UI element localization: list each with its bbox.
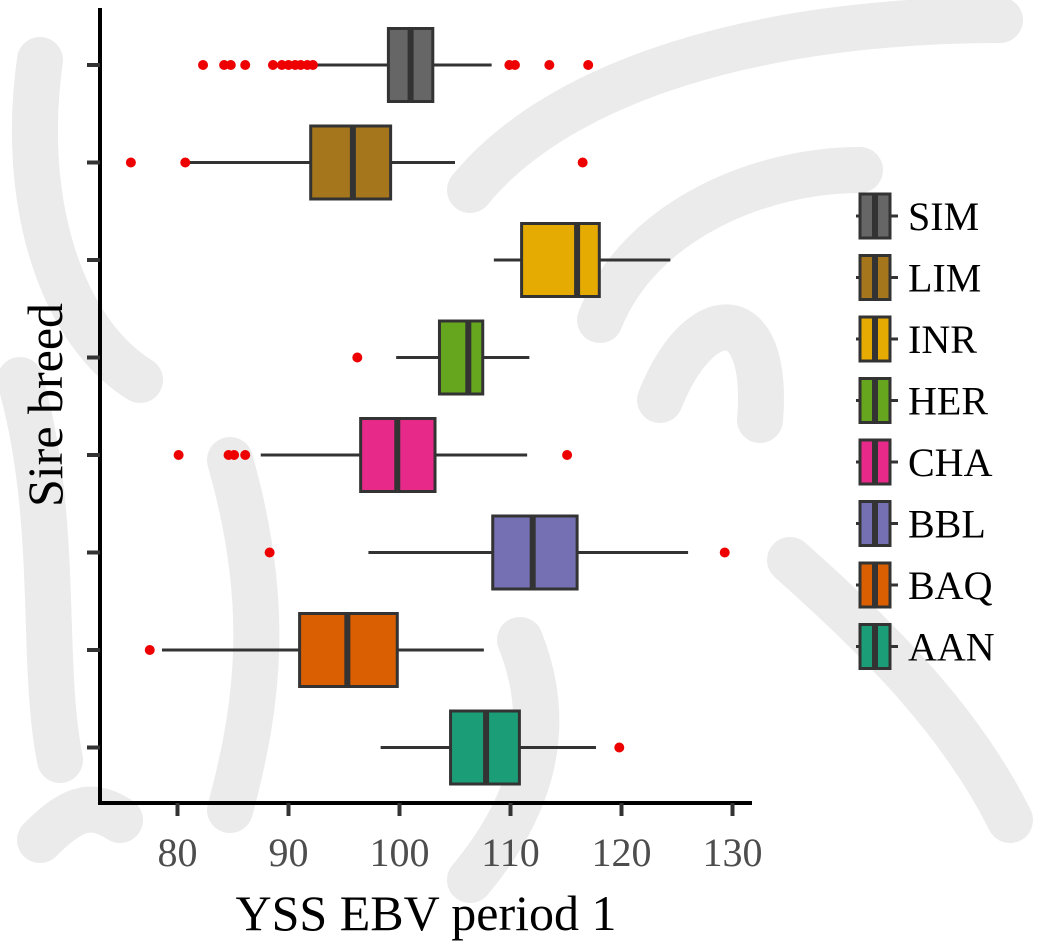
outlier-point — [562, 450, 573, 460]
box-lim — [125, 124, 588, 201]
outlier-point — [240, 450, 251, 460]
background-watermark — [0, 0, 1033, 903]
outlier-point — [577, 157, 588, 168]
plot-area — [125, 27, 730, 786]
box-sim — [198, 27, 594, 103]
y-axis-title: Sire breed — [17, 303, 73, 507]
outlier-point — [225, 60, 236, 70]
outlier-point — [719, 547, 730, 558]
legend-item-baq: BAQ — [856, 561, 993, 609]
iqr-box — [520, 222, 601, 298]
legend-item-her: HER — [856, 377, 988, 424]
outlier-point — [267, 60, 278, 70]
outlier-point — [229, 450, 240, 460]
legend-item-cha: CHA — [856, 438, 993, 486]
legend-label: LIM — [908, 256, 981, 301]
outlier-point — [583, 60, 594, 70]
axes: 80 90 100 110 120 130 — [87, 8, 763, 875]
box-aan — [380, 709, 625, 786]
outlier-point — [240, 60, 251, 70]
box-bbl — [264, 514, 730, 591]
x-tick-label: 130 — [703, 830, 763, 875]
x-tick-label: 90 — [269, 830, 309, 875]
outlier-point — [544, 60, 555, 70]
iqr-box — [437, 319, 485, 396]
outlier-point — [307, 60, 318, 70]
outlier-point — [198, 60, 209, 70]
outlier-point — [264, 547, 275, 558]
legend-item-inr: INR — [856, 315, 977, 363]
legend-label: HER — [908, 379, 988, 424]
box-cha — [173, 417, 573, 493]
outlier-point — [144, 645, 155, 655]
x-tick-label: 100 — [370, 830, 430, 875]
legend-label: INR — [908, 317, 977, 362]
legend-label: BBL — [908, 502, 986, 547]
legend-label: AAN — [908, 625, 995, 670]
outlier-point — [173, 450, 184, 460]
x-tick-label: 80 — [158, 830, 198, 875]
legend-item-sim: SIM — [856, 192, 979, 240]
box-inr — [493, 222, 671, 298]
outlier-point — [352, 352, 363, 363]
box-baq — [144, 612, 484, 688]
legend-label: BAQ — [908, 563, 993, 608]
legend-item-bbl: BBL — [856, 500, 986, 547]
legend-label: SIM — [908, 194, 979, 239]
x-tick-label: 120 — [592, 830, 652, 875]
legend: SIM LIM INR HER CHA BBL BAQ AAN — [856, 192, 995, 670]
outlier-point — [509, 60, 520, 70]
legend-item-aan: AAN — [856, 623, 995, 670]
legend-label: CHA — [908, 440, 993, 485]
outlier-point — [180, 157, 191, 168]
outlier-point — [614, 742, 625, 753]
legend-item-lim: LIM — [856, 254, 981, 301]
outlier-point — [125, 157, 136, 168]
x-axis-title: YSS EBV period 1 — [235, 885, 616, 941]
x-tick-label: 110 — [481, 830, 540, 875]
box-her — [352, 319, 530, 396]
